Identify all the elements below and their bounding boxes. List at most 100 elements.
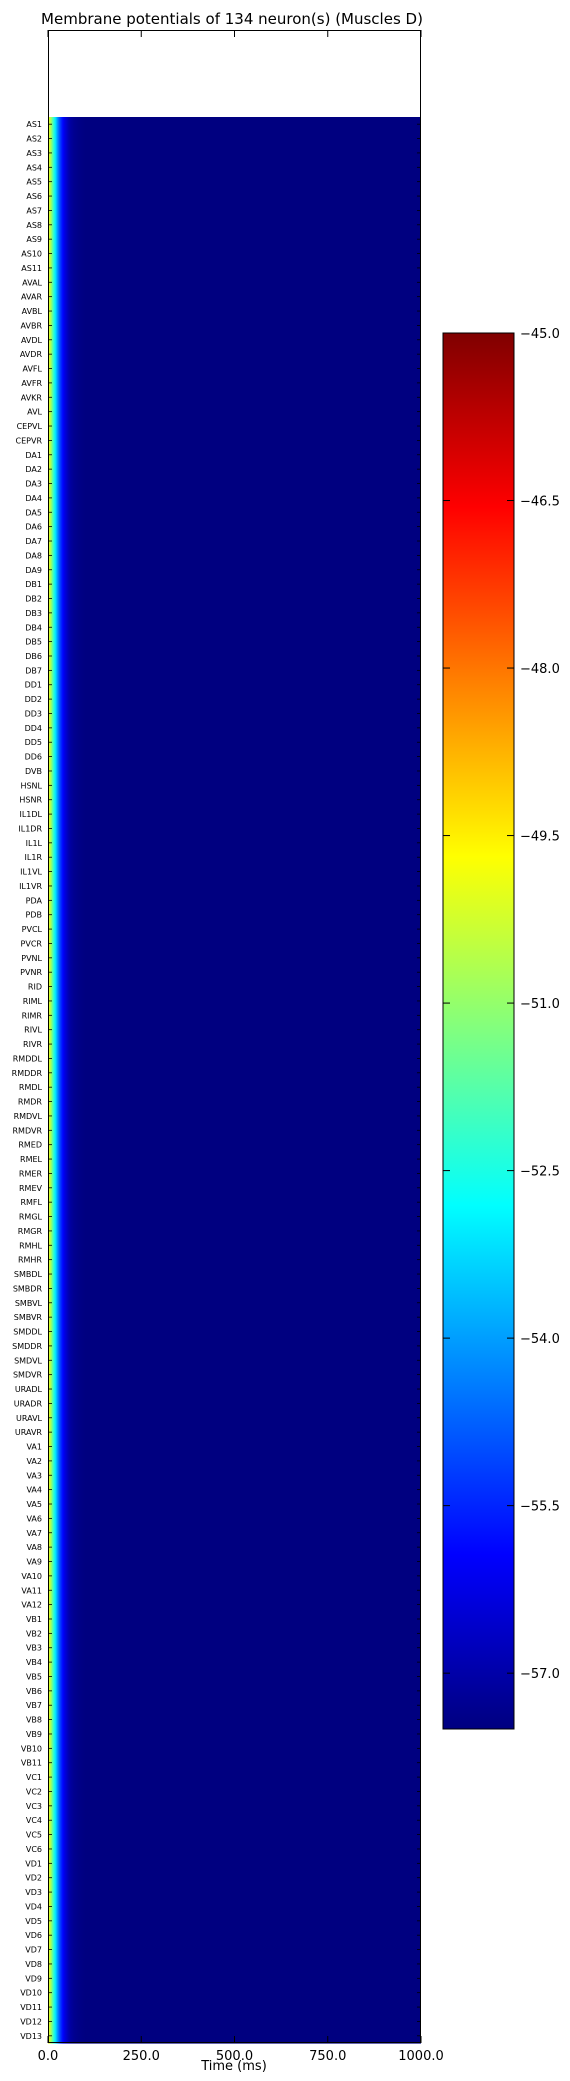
heatmap-row xyxy=(48,490,421,506)
y-tick-label: RMED xyxy=(18,1141,42,1150)
y-tick-label: DD2 xyxy=(25,695,42,704)
heatmap-row xyxy=(48,1827,421,1843)
heatmap-row xyxy=(48,203,421,219)
heatmap-row xyxy=(48,404,421,420)
y-tick-label: SMBDL xyxy=(14,1270,43,1279)
colorbar-tick-label: −48.0 xyxy=(520,662,560,677)
heatmap-row xyxy=(48,950,421,966)
y-tick-label: VD6 xyxy=(25,1931,42,1940)
heatmap-row xyxy=(48,850,421,865)
y-tick-label: RMEL xyxy=(20,1155,43,1164)
y-tick-label: RMFL xyxy=(20,1198,42,1207)
y-tick-label: VD7 xyxy=(25,1946,42,1955)
y-tick-label: AVBR xyxy=(21,321,43,330)
heatmap-row xyxy=(48,1928,421,1943)
y-tick-label: VB2 xyxy=(26,1629,42,1638)
y-tick-label: DA4 xyxy=(25,494,42,503)
heatmap-row xyxy=(48,418,421,434)
colorbar-tick-label: −57.0 xyxy=(520,1667,560,1682)
heatmap-row xyxy=(48,1640,421,1656)
y-tick-label: RIVR xyxy=(23,1040,42,1049)
y-tick-label: AVFL xyxy=(23,365,43,374)
heatmap-row xyxy=(48,1051,421,1067)
heatmap-row xyxy=(48,145,421,161)
heatmap-row xyxy=(48,519,421,535)
heatmap-row xyxy=(48,1424,421,1440)
y-tick-label: AS4 xyxy=(26,163,42,172)
heatmap-row xyxy=(48,921,421,937)
heatmap-row xyxy=(48,893,421,909)
y-tick-label: VD13 xyxy=(20,2032,42,2041)
heatmap-row xyxy=(48,634,421,650)
heatmap-row xyxy=(48,576,421,592)
heatmap-row xyxy=(48,1698,421,1714)
colorbar-ticks: −45.0 −46.5 −48.0 −49.5 −51.0 −52.5 −54.0 −55.5… xyxy=(443,327,560,1682)
heatmap-row xyxy=(48,275,421,291)
heatmap-row xyxy=(48,1870,421,1886)
y-tick-label: SMBVL xyxy=(15,1299,43,1308)
heatmap-row xyxy=(48,1568,421,1584)
heatmap-row xyxy=(48,1539,421,1555)
y-tick-label: VD1 xyxy=(25,1859,42,1868)
y-tick-label: RMHL xyxy=(19,1241,42,1250)
y-tick-label: URAVL xyxy=(16,1414,43,1423)
heatmap-row xyxy=(48,878,421,894)
y-tick-label: VB10 xyxy=(21,1744,42,1753)
heatmap-row xyxy=(48,188,421,204)
y-tick-label: VB6 xyxy=(26,1687,42,1696)
heatmap-row xyxy=(48,1899,421,1915)
y-tick-label: VB9 xyxy=(26,1730,42,1739)
heatmap-row xyxy=(48,1022,421,1038)
y-tick-label: VA1 xyxy=(26,1443,42,1452)
y-tick-label: VC3 xyxy=(26,1802,42,1811)
heatmap-row xyxy=(48,1971,421,1987)
y-tick-label: PVCR xyxy=(21,939,43,948)
heatmap-row xyxy=(48,1353,421,1369)
y-tick-label: DD4 xyxy=(25,724,42,733)
y-tick-label: DA9 xyxy=(25,566,42,575)
y-tick-label: CEPVR xyxy=(16,436,43,445)
heatmap-row xyxy=(48,749,421,765)
heatmap-row xyxy=(48,1381,421,1397)
y-tick-label: RMGL xyxy=(19,1213,43,1222)
y-tick-label: VB8 xyxy=(26,1716,42,1725)
heatmap-row xyxy=(48,390,421,406)
y-tick-label: AVKR xyxy=(21,393,43,402)
y-tick-label: VC1 xyxy=(26,1773,42,1782)
heatmap-row xyxy=(48,117,421,132)
heatmap-row xyxy=(48,346,421,362)
y-tick-label: RIML xyxy=(23,997,43,1006)
y-tick-label: VA9 xyxy=(26,1558,42,1567)
heatmap-row xyxy=(48,1841,421,1857)
heatmap-row xyxy=(48,1956,421,1972)
y-tick-label: IL1DL xyxy=(19,810,42,819)
heatmap-row xyxy=(48,1223,421,1239)
heatmap-row xyxy=(48,231,421,247)
heatmap-row xyxy=(48,1151,421,1167)
y-tick-label: VC6 xyxy=(26,1845,42,1854)
y-tick-label: RMGR xyxy=(18,1227,43,1236)
x-tick-label: 750.0 xyxy=(309,2049,346,2064)
heatmap-row xyxy=(48,1654,421,1670)
heatmap-row xyxy=(48,806,421,822)
heatmap-row xyxy=(48,1769,421,1785)
heatmap-row xyxy=(48,1755,421,1771)
heatmap-row xyxy=(48,835,421,851)
y-tick-label: AS8 xyxy=(26,221,42,230)
heatmap-row xyxy=(48,1712,421,1728)
heatmap-row xyxy=(48,663,421,679)
y-tick-label: DD1 xyxy=(25,681,42,690)
y-tick-label: RMER xyxy=(19,1169,43,1178)
heatmap-row xyxy=(48,174,421,190)
y-tick-label: RMDVR xyxy=(12,1126,42,1135)
colorbar-tick-label: −55.5 xyxy=(520,1500,560,1515)
heatmap-row xyxy=(48,461,421,477)
y-tick-label: AVBL xyxy=(22,307,43,316)
heatmap-row xyxy=(48,591,421,607)
y-tick-label: DD3 xyxy=(25,709,42,718)
heatmap-row xyxy=(48,1626,421,1642)
heatmap-row xyxy=(48,1080,421,1095)
y-tick-label: VB7 xyxy=(26,1701,42,1710)
y-tick-label: AS9 xyxy=(26,235,42,244)
heatmap-row xyxy=(48,965,421,980)
